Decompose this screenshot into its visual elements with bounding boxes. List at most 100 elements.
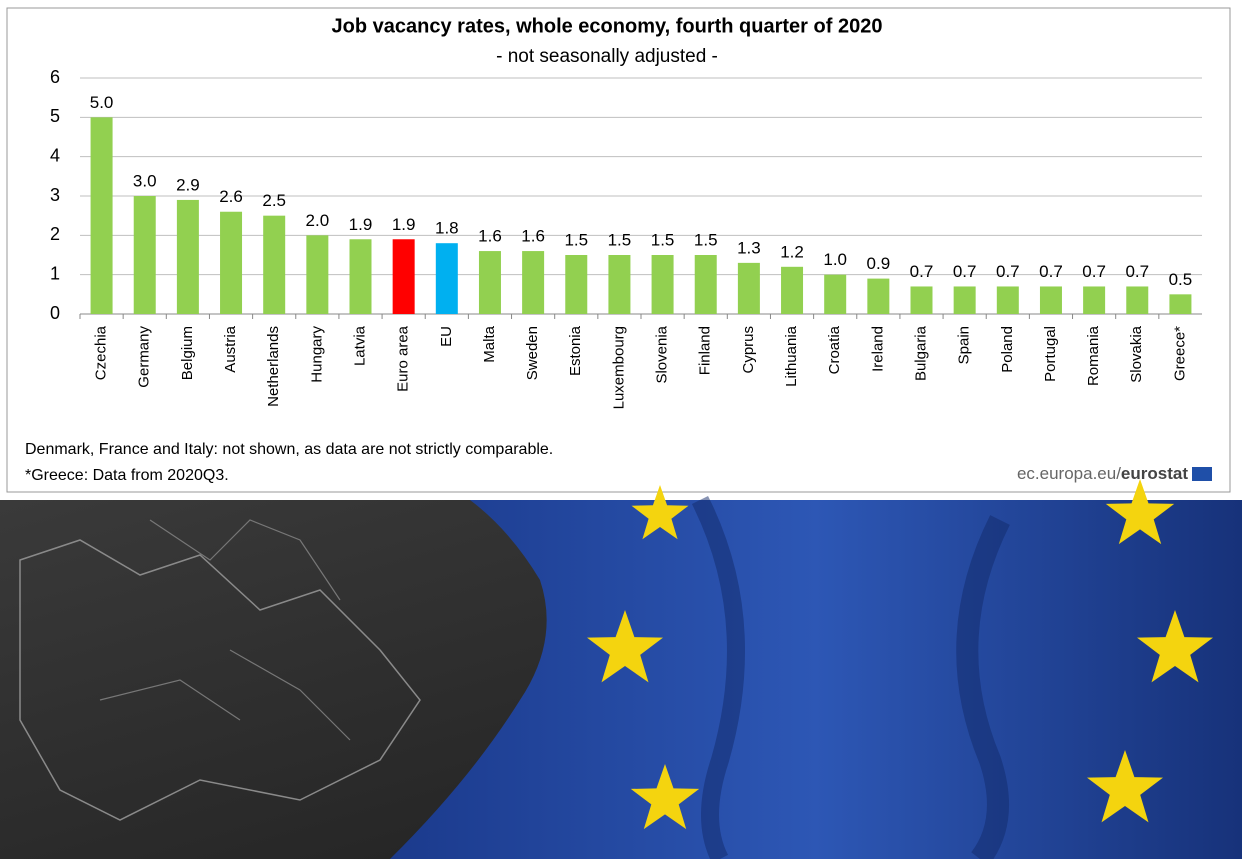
x-tick-label: Portugal [1042, 326, 1059, 382]
value-label: 1.8 [435, 219, 459, 238]
x-tick-label: EU [438, 326, 455, 347]
flag-star [1105, 479, 1175, 545]
bar [996, 286, 1019, 314]
bar [1083, 286, 1106, 314]
value-label: 0.7 [1039, 262, 1063, 281]
source-site: ec.europa.eu/ [1017, 464, 1121, 483]
value-label: 2.9 [176, 175, 200, 194]
x-tick-label: Sweden [524, 326, 541, 380]
value-label: 0.7 [1082, 262, 1106, 281]
footnote: *Greece: Data from 2020Q3. [25, 467, 229, 484]
x-tick-label: Romania [1085, 325, 1102, 386]
bar [1039, 286, 1062, 314]
bar [953, 286, 976, 314]
bar [392, 239, 415, 314]
x-tick-label: Greece* [1171, 326, 1188, 381]
bar [176, 199, 199, 314]
bar [824, 274, 847, 314]
x-tick-label: Czechia [93, 325, 110, 380]
x-tick-label: Slovakia [1128, 325, 1145, 382]
value-label: 1.6 [478, 227, 502, 246]
y-tick-label: 0 [50, 303, 60, 323]
value-label: 0.7 [953, 262, 977, 281]
y-tick-label: 6 [50, 67, 60, 87]
y-tick-label: 2 [50, 224, 60, 244]
flag-star [630, 764, 700, 830]
bar [435, 243, 458, 314]
value-label: 2.6 [219, 187, 243, 206]
x-tick-label: Finland [697, 326, 714, 375]
x-tick-label: Poland [999, 326, 1016, 373]
y-tick-label: 3 [50, 185, 60, 205]
chart-frame [6, 7, 1231, 493]
x-tick-label: Ireland [869, 326, 886, 372]
bar [133, 196, 156, 314]
x-tick-label: Cyprus [740, 326, 757, 374]
chart-title: Job vacancy rates, whole economy, fourth… [332, 15, 883, 37]
flag-star [631, 485, 689, 540]
bar [608, 255, 631, 314]
x-tick-label: Spain [956, 326, 973, 364]
bar [651, 255, 674, 314]
eu-flag-icon [1192, 467, 1212, 481]
bar [349, 239, 372, 314]
value-label: 0.7 [996, 262, 1020, 281]
bar [1126, 286, 1149, 314]
value-label: 1.2 [780, 242, 804, 261]
x-tick-label: Estonia [567, 325, 584, 376]
value-label: 1.0 [823, 250, 847, 269]
bar [565, 255, 588, 314]
value-label: 2.5 [262, 191, 286, 210]
flag-star [1137, 610, 1213, 683]
x-tick-label: Netherlands [265, 326, 282, 407]
eu-flag [390, 500, 1242, 859]
y-tick-label: 4 [50, 145, 60, 165]
x-tick-label: Latvia [351, 325, 368, 366]
value-label: 5.0 [90, 93, 114, 112]
x-tick-label: Germany [136, 326, 153, 388]
value-label: 0.7 [910, 262, 934, 281]
value-label: 0.9 [867, 254, 891, 273]
bar [306, 235, 329, 314]
bar [694, 255, 717, 314]
value-label: 1.9 [349, 215, 373, 234]
flag-star [1087, 750, 1163, 823]
flag-star [587, 610, 663, 683]
x-tick-label: Belgium [179, 326, 196, 380]
y-tick-label: 1 [50, 263, 60, 283]
value-label: 1.5 [694, 230, 718, 249]
value-label: 1.6 [521, 227, 545, 246]
x-tick-label: Luxembourg [610, 326, 627, 409]
x-tick-label: Hungary [308, 326, 325, 383]
bar [478, 251, 501, 314]
value-label: 1.5 [608, 230, 632, 249]
source: ec.europa.eu/eurostat [1017, 464, 1188, 483]
bar [90, 117, 113, 314]
value-label: 2.0 [306, 211, 330, 230]
y-tick-label: 5 [50, 106, 60, 126]
x-tick-label: Lithuania [783, 325, 800, 387]
bar [737, 262, 760, 314]
bar [1169, 294, 1192, 314]
x-tick-label: Euro area [395, 325, 412, 392]
value-label: 0.5 [1169, 270, 1193, 289]
map-borders [99, 519, 351, 741]
x-tick-label: Austria [222, 325, 239, 372]
photo [0, 479, 1242, 859]
flag-fold [691, 495, 745, 859]
bar [867, 278, 890, 314]
x-tick-label: Slovenia [654, 325, 671, 383]
source-brand: eurostat [1121, 464, 1188, 483]
x-tick-label: Bulgaria [912, 325, 929, 381]
footnote: Denmark, France and Italy: not shown, as… [25, 441, 553, 458]
bar [522, 251, 545, 314]
x-tick-label: Croatia [826, 325, 843, 374]
chart-subtitle: - not seasonally adjusted - [496, 46, 718, 67]
x-tick-label: Malta [481, 325, 498, 362]
value-label: 1.9 [392, 215, 416, 234]
bar [781, 266, 804, 314]
value-label: 1.5 [651, 230, 675, 249]
value-label: 3.0 [133, 171, 157, 190]
